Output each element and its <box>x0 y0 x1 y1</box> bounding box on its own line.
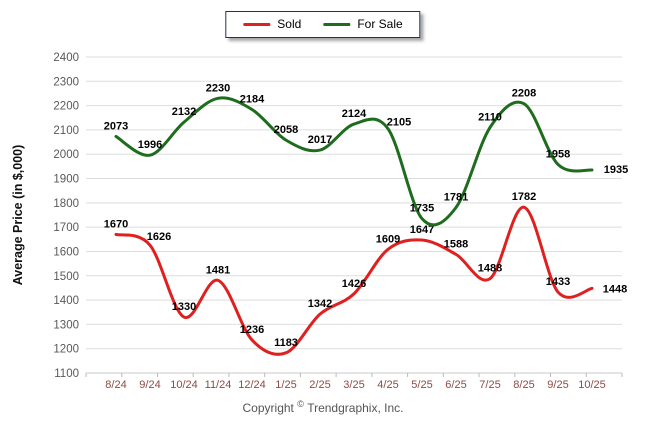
data-label: 2058 <box>274 124 298 136</box>
data-label: 1481 <box>206 264 230 276</box>
data-label: 1996 <box>138 139 162 151</box>
x-axis-tick-label: 4/25 <box>377 379 398 391</box>
data-label: 1330 <box>172 301 196 313</box>
x-axis-tick-label: 5/25 <box>411 379 432 391</box>
copyright-prefix: Copyright <box>242 401 294 415</box>
data-label: 1647 <box>410 224 434 236</box>
sold-line <box>114 205 594 356</box>
data-label: 1735 <box>410 203 434 215</box>
data-label: 2184 <box>240 94 265 106</box>
x-axis-tick-label: 7/25 <box>479 379 500 391</box>
data-label: 1609 <box>376 233 400 245</box>
x-axis-tick-label: 2/25 <box>309 379 330 391</box>
data-label: 1342 <box>308 298 332 310</box>
y-axis-tick-label: 2400 <box>53 52 79 64</box>
for-sale-line <box>114 96 594 227</box>
x-axis-tick-label: 12/24 <box>238 379 266 391</box>
y-axis-tick-label: 2200 <box>53 101 79 113</box>
y-axis-tick-label: 1900 <box>53 174 79 186</box>
data-label: 1935 <box>604 164 628 176</box>
copyright-text: Copyright © Trendgraphix, Inc. <box>0 399 646 415</box>
y-axis-tick-label: 1500 <box>53 271 79 283</box>
copyright-symbol: © <box>297 399 304 409</box>
y-axis-tick-label: 2000 <box>53 149 79 161</box>
data-label: 1588 <box>444 238 468 250</box>
y-axis-tick-label: 1800 <box>53 198 79 210</box>
copyright-suffix: Trendgraphix, Inc. <box>307 401 404 415</box>
legend-label-sold: Sold <box>277 17 302 31</box>
data-label: 2230 <box>206 82 230 94</box>
data-label: 1426 <box>342 278 366 290</box>
y-axis-tick-label: 2100 <box>53 125 79 137</box>
data-label: 2132 <box>172 106 196 118</box>
y-axis-tick-label: 1100 <box>54 368 79 380</box>
data-label: 1958 <box>546 148 570 160</box>
y-axis-tick-label: 1300 <box>53 319 79 331</box>
data-label: 2073 <box>104 120 128 132</box>
data-label: 1183 <box>274 337 298 349</box>
chart-legend: Sold For Sale <box>225 11 421 38</box>
x-axis-tick-label: 8/24 <box>105 379 126 391</box>
x-axis-tick-label: 1/25 <box>275 379 296 391</box>
x-axis-tick-label: 9/24 <box>139 379 160 391</box>
data-label: 2208 <box>512 88 536 100</box>
x-axis-tick-label: 9/25 <box>547 379 568 391</box>
y-axis-tick-label: 1200 <box>53 344 79 356</box>
x-axis-tick-label: 6/25 <box>445 379 466 391</box>
x-axis-tick-label: 11/24 <box>205 379 232 391</box>
x-axis-tick-label: 10/25 <box>578 379 606 391</box>
legend-item-for-sale: For Sale <box>323 17 403 31</box>
data-label: 2124 <box>342 108 367 120</box>
y-axis-tick-label: 1600 <box>53 246 79 258</box>
data-label: 1782 <box>512 191 536 203</box>
legend-label-for-sale: For Sale <box>357 17 403 31</box>
data-label: 1670 <box>104 218 128 230</box>
legend-item-sold: Sold <box>243 17 301 31</box>
y-axis-title: Average Price (in $,000) <box>11 144 25 286</box>
data-label: 1448 <box>603 283 627 295</box>
data-label: 1626 <box>147 231 171 243</box>
y-axis-tick-label: 1400 <box>53 295 79 307</box>
data-label: 2110 <box>478 111 502 123</box>
data-label: 1781 <box>444 191 468 203</box>
data-label: 1488 <box>478 263 502 275</box>
x-axis-tick-label: 3/25 <box>343 379 364 391</box>
data-label: 2105 <box>387 117 411 129</box>
x-axis-tick-label: 10/24 <box>170 379 198 391</box>
for-sale-line-swatch-icon <box>323 22 351 26</box>
y-axis-tick-label: 1700 <box>53 222 79 234</box>
x-axis-tick-label: 8/25 <box>513 379 534 391</box>
data-label: 1236 <box>240 324 264 336</box>
data-label: 2017 <box>308 134 332 146</box>
sold-line-swatch-icon <box>243 22 271 26</box>
data-label: 1433 <box>546 276 570 288</box>
y-axis-tick-label: 2300 <box>53 76 79 88</box>
